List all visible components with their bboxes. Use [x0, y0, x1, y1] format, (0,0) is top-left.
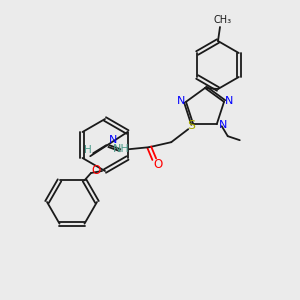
Text: N: N	[225, 96, 233, 106]
Text: N: N	[109, 135, 117, 145]
Text: N: N	[177, 96, 185, 106]
Text: O: O	[154, 158, 163, 171]
Text: O: O	[92, 164, 100, 178]
Text: NH: NH	[113, 144, 130, 154]
Text: N: N	[219, 120, 227, 130]
Text: S: S	[187, 119, 195, 132]
Text: CH₃: CH₃	[214, 15, 232, 25]
Text: H: H	[84, 145, 92, 155]
